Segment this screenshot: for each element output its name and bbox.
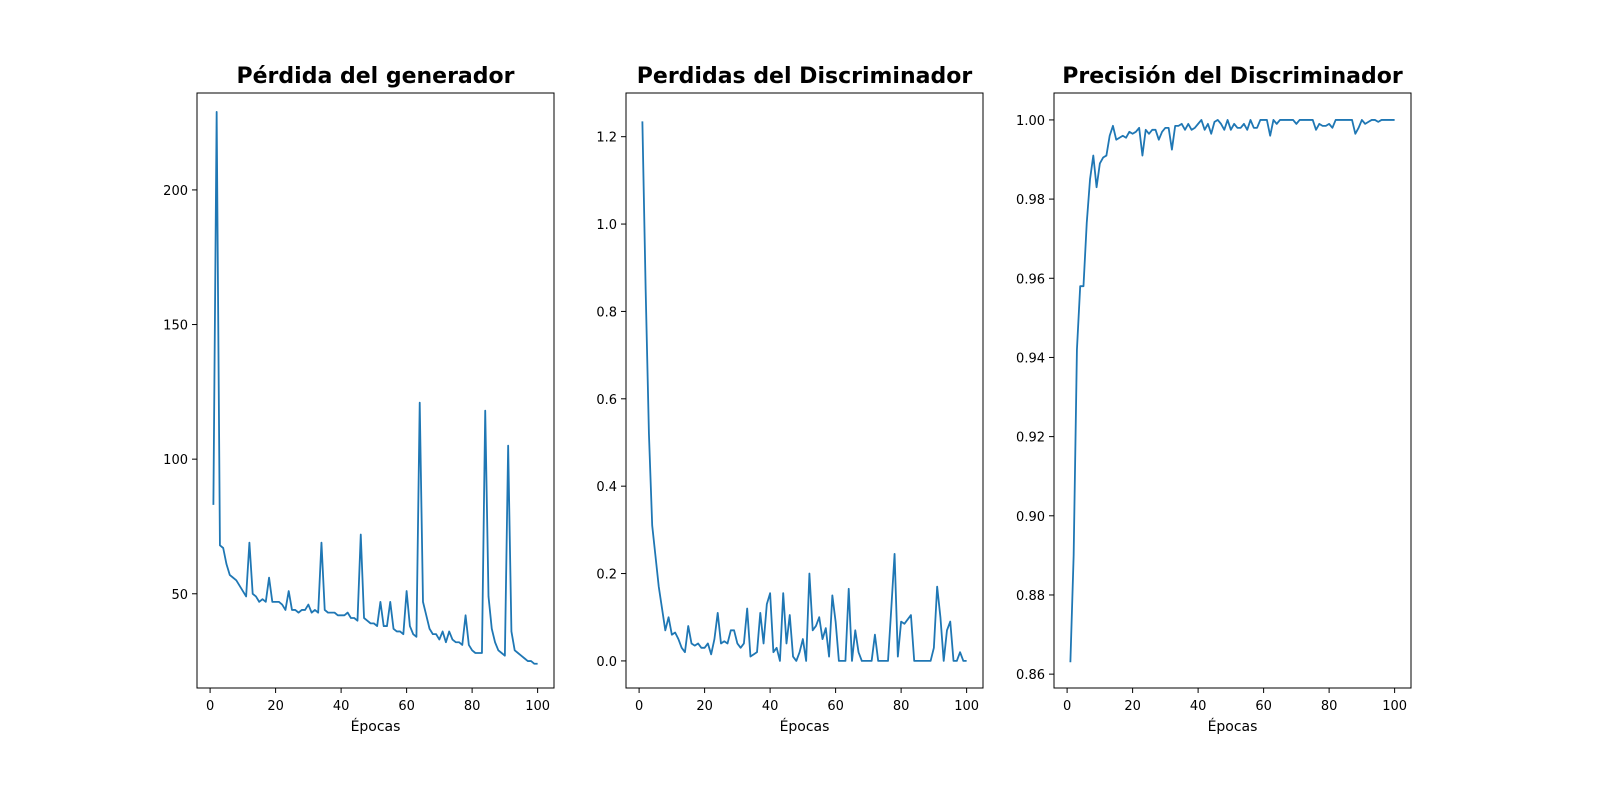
x-tick-label: 20 (267, 699, 284, 714)
y-tick-label: 1.00 (1016, 114, 1045, 129)
y-tick-label: 0.96 (1016, 272, 1045, 287)
x-tick-label: 80 (1321, 699, 1338, 714)
x-tick-label: 80 (464, 699, 481, 714)
y-tick-label: 1.2 (596, 131, 617, 146)
x-tick-label: 60 (827, 699, 844, 714)
x-tick-label: 20 (696, 699, 713, 714)
y-tick-label: 0.0 (596, 655, 617, 670)
y-tick-label: 50 (171, 588, 188, 603)
x-tick-label: 40 (333, 699, 350, 714)
x-tick-label: 60 (398, 699, 415, 714)
series-line (641, 121, 967, 662)
y-tick-label: 0.88 (1016, 589, 1045, 604)
x-tick-label: 40 (762, 699, 779, 714)
x-tick-label: 0 (1063, 699, 1071, 714)
x-tick-label: 100 (954, 699, 979, 714)
x-tick-label: 20 (1124, 699, 1141, 714)
y-tick-label: 0.4 (596, 480, 617, 495)
y-tick-label: 0.6 (596, 393, 617, 408)
y-tick-label: 0.98 (1016, 193, 1045, 208)
axes-frame (196, 92, 555, 689)
panel-title: Perdidas del Discriminador (637, 64, 973, 89)
panel-title: Pérdida del generador (237, 64, 515, 89)
y-tick-label: 0.92 (1016, 431, 1045, 446)
panel-title: Precisión del Discriminador (1062, 64, 1403, 89)
y-tick-label: 0.2 (596, 568, 617, 583)
y-tick-label: 0.8 (596, 305, 617, 320)
y-tick-label: 0.86 (1016, 668, 1045, 683)
discriminator-loss-panel: Perdidas del Discriminador Épocas 0 20 40 6… (596, 64, 984, 735)
x-tick-label: 0 (635, 699, 643, 714)
x-tick-label: 60 (1255, 699, 1272, 714)
x-tick-label: 0 (206, 699, 214, 714)
series-line (212, 110, 538, 665)
axes-frame (625, 92, 984, 689)
y-tick-label: 200 (163, 184, 188, 199)
series-line (1069, 119, 1395, 663)
x-tick-label: 40 (1190, 699, 1207, 714)
y-tick-label: 100 (163, 453, 188, 468)
x-tick-label: 100 (1382, 699, 1407, 714)
x-axis-label: Épocas (1208, 718, 1258, 735)
y-tick-label: 0.94 (1016, 351, 1045, 366)
discriminator-accuracy-panel: Precisión del Discriminador Épocas 0 20 40… (1016, 64, 1412, 735)
generator-loss-panel: Pérdida del generador Épocas 0 20 40 60 80 10… (163, 64, 555, 735)
x-axis-label: Épocas (351, 718, 401, 735)
x-tick-label: 80 (893, 699, 910, 714)
x-axis-label: Épocas (780, 718, 830, 735)
x-tick-label: 100 (525, 699, 550, 714)
y-tick-label: 150 (163, 319, 188, 334)
axes-frame (1053, 92, 1412, 689)
y-tick-label: 1.0 (596, 218, 617, 233)
y-tick-label: 0.90 (1016, 510, 1045, 525)
